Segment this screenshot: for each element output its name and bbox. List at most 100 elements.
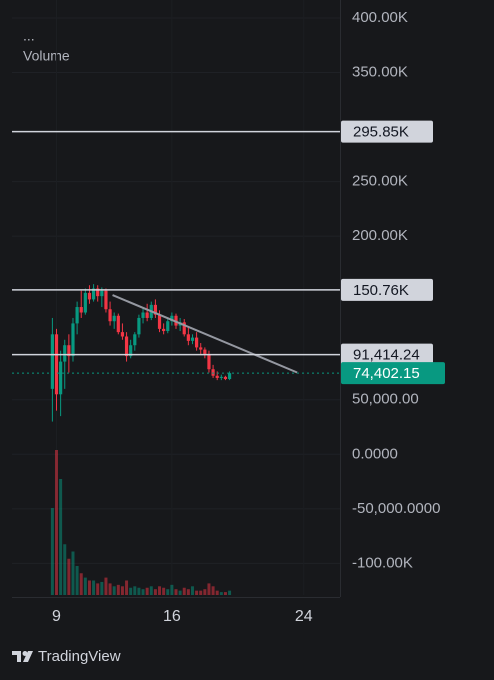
volume-bar <box>79 573 83 595</box>
candle-body <box>141 312 145 318</box>
volume-bar <box>158 586 162 595</box>
plot: 400.00K 350.00K 250.00K 200.00K 50,000.00 0.0… <box>12 0 445 625</box>
volume-bar <box>170 584 174 595</box>
volume-bar <box>211 586 215 595</box>
price-label: 295.85K <box>353 124 409 141</box>
candle-body <box>108 309 112 322</box>
last-price-box <box>341 362 445 385</box>
candle-body <box>83 292 87 313</box>
brand-logo <box>12 651 33 662</box>
candle-body <box>124 336 129 357</box>
candle-body <box>116 315 120 333</box>
volume-bar <box>195 590 199 595</box>
y-tick-label: 200.00K <box>352 227 408 244</box>
volume-bar <box>108 583 112 595</box>
volume-bar <box>92 580 96 595</box>
candle-body <box>211 369 215 376</box>
volume-bar <box>190 586 194 595</box>
volume-bar <box>203 589 207 595</box>
y-tick-label: -100.00K <box>352 554 413 571</box>
candle-body <box>153 304 157 315</box>
price-label: 91,414.24 <box>353 347 420 364</box>
price-label-box <box>341 343 433 366</box>
volume-bar <box>112 586 116 595</box>
candle-body <box>54 334 59 395</box>
candle-body <box>195 337 199 348</box>
volume-bar <box>63 544 67 595</box>
candle-body <box>133 334 137 346</box>
candle-body <box>120 332 125 337</box>
volume-bar <box>207 583 211 595</box>
volume-bar <box>145 587 149 595</box>
y-tick-label: 250.00K <box>352 173 408 190</box>
x-tick-label: 24 <box>295 608 313 625</box>
legend-volume: Volume <box>23 48 70 64</box>
candle-body <box>157 314 162 329</box>
volume-bar <box>87 580 91 595</box>
volume-bar <box>71 551 75 595</box>
y-tick-label: 350.00K <box>352 64 408 81</box>
volume-bar <box>83 577 87 595</box>
candle-body <box>79 307 83 313</box>
volume-bar <box>104 577 108 595</box>
volume-bar <box>59 479 63 595</box>
volume-bar <box>153 589 157 595</box>
volume-bar <box>219 592 223 595</box>
candle-body <box>96 288 100 297</box>
volume-bar <box>174 589 178 595</box>
y-tick-label: 400.00K <box>352 9 408 26</box>
volume-bar <box>186 589 190 595</box>
y-tick-label: 50,000.00 <box>352 391 419 408</box>
candle-body <box>50 334 54 389</box>
x-tick-label: 16 <box>163 608 181 625</box>
volume-bar <box>133 586 137 595</box>
y-tick-label: 0.0000 <box>352 445 398 462</box>
volume-bar <box>67 558 71 595</box>
volume-bar <box>75 566 79 595</box>
volume-bar <box>178 590 182 595</box>
candle-body <box>75 307 79 324</box>
candle-body <box>162 328 166 332</box>
candle-body <box>137 317 141 335</box>
candle-body <box>166 321 170 332</box>
candle-body <box>199 347 203 350</box>
brand-name: TradingView <box>38 648 121 665</box>
candle-body <box>129 345 133 357</box>
trend-line <box>112 294 298 374</box>
candle-body <box>104 290 108 310</box>
x-tick-label: 9 <box>52 608 61 625</box>
volume-bar <box>228 590 232 595</box>
volume-bar <box>100 581 104 595</box>
candle-body <box>67 345 71 357</box>
price-label: 150.76K <box>353 282 409 299</box>
volume-bar <box>129 587 133 595</box>
volume-bar <box>125 580 129 595</box>
volume-bar <box>120 586 124 595</box>
volume-bar <box>223 592 227 595</box>
candle-body <box>227 373 232 380</box>
candle-body <box>91 288 96 300</box>
volume-bar <box>149 586 153 595</box>
candle-body <box>59 361 63 395</box>
volume-bar <box>199 590 203 595</box>
candle-body <box>223 376 228 380</box>
candle-body <box>145 312 149 318</box>
volume-bar <box>141 589 145 595</box>
volume-bar <box>96 583 100 595</box>
candle-body <box>190 337 195 341</box>
candle-body <box>207 353 211 370</box>
legend-menu[interactable]: ... <box>23 28 35 44</box>
y-tick-label: -50,000.0000 <box>352 500 440 517</box>
volume-bar <box>182 587 186 595</box>
last-price-label: 74,402.15 <box>353 365 420 382</box>
volume-bar <box>137 587 141 595</box>
candle-body <box>219 376 223 378</box>
candle-body <box>71 323 75 357</box>
candle-body <box>112 315 116 322</box>
candle-body <box>182 322 186 335</box>
candle-body <box>203 349 207 354</box>
candle-body <box>87 292 92 300</box>
